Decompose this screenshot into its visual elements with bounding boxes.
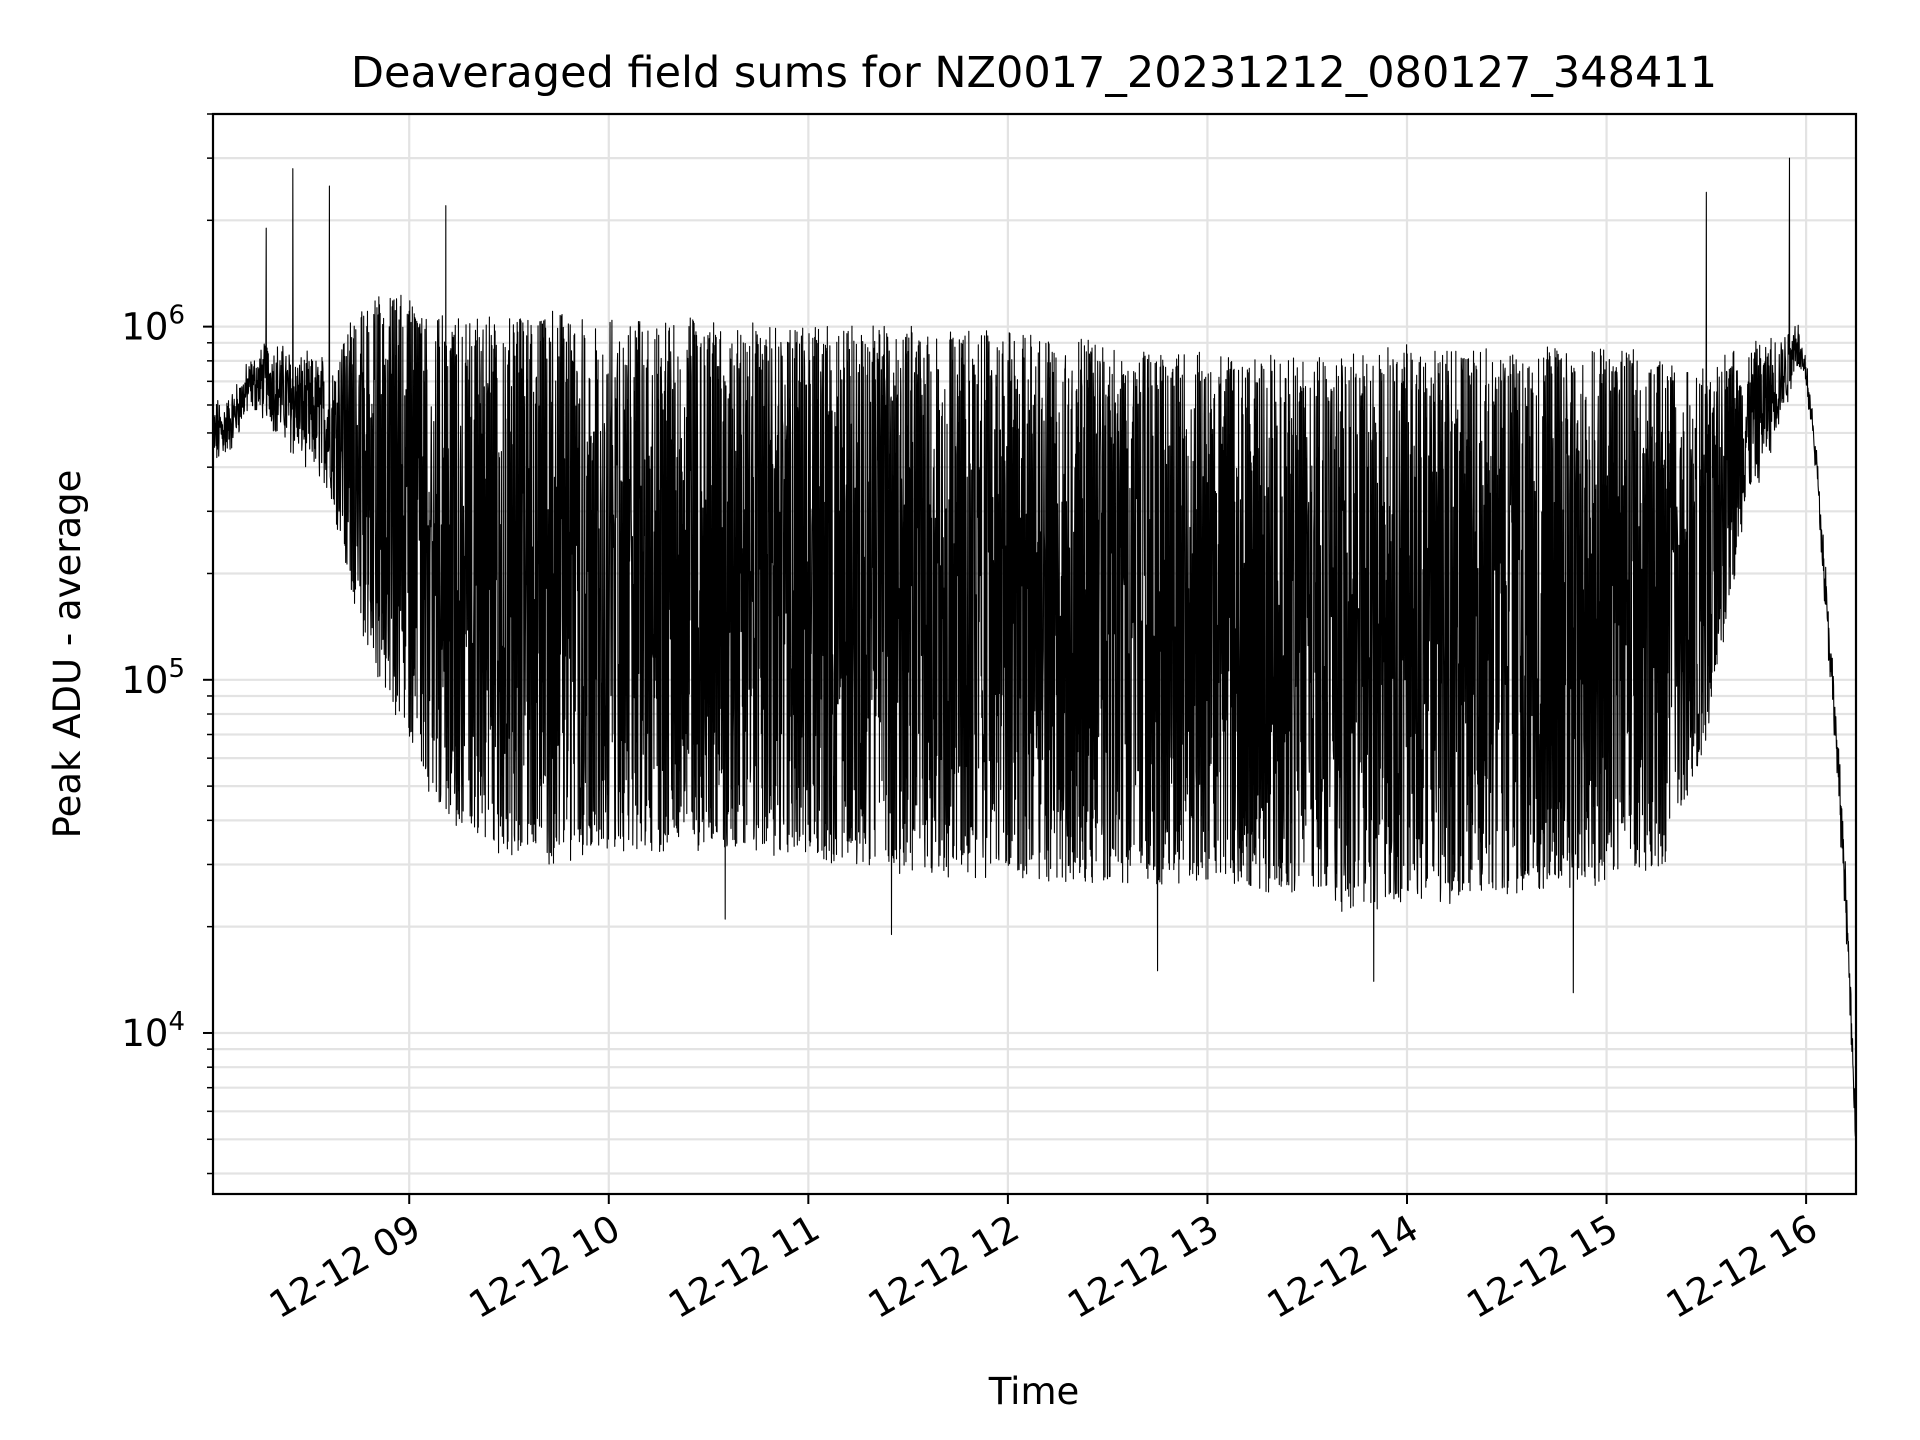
x-axis-label: Time xyxy=(988,1370,1080,1413)
y-tick-label-exponent: 6 xyxy=(168,301,185,331)
y-tick-label: 104 xyxy=(121,1007,185,1055)
y-tick-label-base: 10 xyxy=(121,659,168,702)
y-tick-label: 106 xyxy=(121,301,185,349)
y-tick-label: 105 xyxy=(121,654,185,702)
y-tick-label-base: 10 xyxy=(121,1012,168,1055)
y-tick-label-exponent: 5 xyxy=(168,654,185,684)
plot-frame xyxy=(211,112,1858,1196)
series-line xyxy=(213,157,1857,1160)
chart-title: Deaveraged field sums for NZ0017_2023121… xyxy=(351,48,1717,98)
y-tick-label-base: 10 xyxy=(121,306,168,349)
y-axis-label: Peak ADU - average xyxy=(46,470,89,839)
series-path xyxy=(213,157,1857,1160)
y-tick-label-exponent: 4 xyxy=(168,1007,185,1037)
